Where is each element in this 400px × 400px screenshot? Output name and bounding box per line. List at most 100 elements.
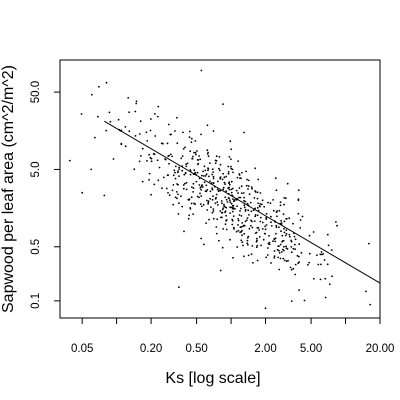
data-point bbox=[227, 172, 230, 175]
data-point bbox=[172, 203, 175, 206]
data-point bbox=[232, 171, 234, 174]
data-point bbox=[225, 175, 228, 178]
data-point bbox=[324, 277, 327, 280]
data-point bbox=[215, 159, 218, 162]
data-point bbox=[250, 224, 252, 227]
data-point bbox=[229, 140, 232, 143]
data-point bbox=[133, 168, 136, 171]
data-point bbox=[153, 183, 156, 186]
data-point bbox=[327, 244, 330, 247]
data-point bbox=[181, 205, 184, 208]
data-point bbox=[215, 226, 218, 228]
data-point bbox=[251, 220, 253, 223]
data-point bbox=[288, 217, 291, 220]
data-point bbox=[254, 214, 257, 216]
data-point bbox=[185, 181, 188, 184]
data-point bbox=[280, 251, 283, 253]
data-point bbox=[232, 256, 234, 259]
data-point bbox=[225, 198, 228, 201]
data-point bbox=[135, 100, 138, 103]
data-point bbox=[292, 222, 294, 225]
data-point bbox=[243, 131, 246, 134]
data-point bbox=[254, 167, 257, 170]
data-point bbox=[207, 169, 209, 172]
data-point bbox=[322, 253, 325, 255]
data-point bbox=[214, 162, 217, 165]
data-point bbox=[166, 174, 169, 177]
data-point bbox=[206, 189, 209, 191]
data-point bbox=[225, 206, 228, 209]
data-point bbox=[168, 194, 171, 197]
data-point bbox=[280, 219, 282, 222]
data-point bbox=[188, 136, 191, 139]
data-point bbox=[298, 261, 300, 263]
data-point bbox=[198, 196, 200, 199]
data-point bbox=[250, 186, 253, 189]
data-point bbox=[176, 116, 178, 119]
data-point bbox=[215, 193, 218, 196]
data-point bbox=[246, 178, 248, 181]
data-point bbox=[281, 234, 284, 237]
data-point bbox=[209, 190, 212, 193]
data-point bbox=[165, 187, 168, 190]
data-point bbox=[211, 187, 214, 190]
data-point bbox=[178, 175, 180, 178]
data-point bbox=[221, 202, 223, 205]
data-point bbox=[247, 254, 250, 257]
data-point bbox=[246, 217, 249, 220]
data-point bbox=[216, 218, 219, 221]
data-point bbox=[231, 210, 234, 213]
data-point bbox=[177, 193, 179, 196]
data-point bbox=[192, 191, 195, 193]
data-point bbox=[218, 239, 220, 242]
data-point bbox=[250, 210, 253, 213]
data-point bbox=[162, 176, 165, 179]
data-point bbox=[228, 181, 231, 184]
data-point bbox=[319, 278, 322, 281]
data-point bbox=[272, 240, 274, 243]
data-point bbox=[280, 230, 282, 233]
data-point bbox=[267, 247, 269, 249]
data-point bbox=[326, 263, 329, 266]
data-point bbox=[227, 171, 230, 173]
data-point bbox=[299, 227, 302, 229]
data-point bbox=[176, 183, 178, 185]
data-point bbox=[207, 151, 210, 154]
data-point bbox=[229, 201, 232, 204]
data-point bbox=[279, 257, 282, 260]
data-point bbox=[182, 131, 184, 134]
data-point bbox=[90, 168, 93, 171]
data-point bbox=[239, 226, 242, 229]
data-point bbox=[294, 243, 296, 246]
data-point bbox=[205, 184, 208, 187]
data-point bbox=[258, 204, 261, 207]
data-point bbox=[176, 197, 178, 200]
data-point bbox=[276, 210, 279, 212]
data-point bbox=[124, 145, 127, 148]
data-point bbox=[193, 169, 196, 172]
data-point bbox=[242, 244, 244, 247]
data-point bbox=[105, 81, 108, 84]
data-point bbox=[319, 253, 322, 256]
data-point bbox=[320, 253, 323, 256]
data-point bbox=[244, 220, 247, 223]
data-point bbox=[224, 223, 227, 226]
data-point bbox=[148, 153, 151, 156]
data-point bbox=[174, 165, 177, 168]
data-point bbox=[150, 160, 153, 163]
data-point bbox=[237, 229, 240, 232]
data-point bbox=[191, 186, 193, 189]
data-point bbox=[178, 166, 181, 169]
data-point bbox=[211, 168, 214, 171]
data-point bbox=[172, 174, 175, 177]
data-point bbox=[227, 165, 230, 168]
data-point bbox=[276, 215, 278, 218]
data-point bbox=[283, 197, 286, 199]
data-point bbox=[176, 142, 179, 145]
data-point bbox=[243, 255, 245, 258]
data-point bbox=[232, 208, 235, 210]
data-point bbox=[273, 238, 276, 241]
data-point bbox=[285, 245, 287, 248]
data-point bbox=[283, 259, 286, 262]
data-point bbox=[282, 257, 285, 260]
